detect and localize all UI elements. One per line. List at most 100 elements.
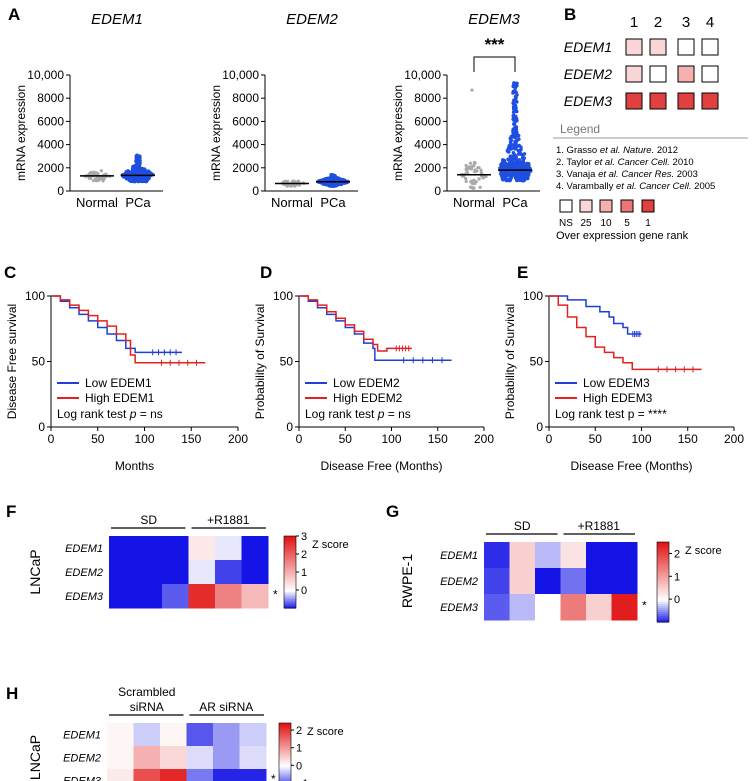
log-rank-test: Log rank test p = ns [305,407,411,421]
rank-cell [649,92,667,110]
group2-label: +R1881 [578,519,621,533]
colorbar-segment [657,570,669,573]
colorbar-segment [657,584,669,587]
colorbar-segment [279,771,291,774]
y-tick-label: 6000 [232,114,259,128]
x-tick-label: 0 [48,432,55,446]
heatmap-row-label: EDEM2 [63,753,101,765]
colorbar-segment [657,574,669,577]
ref-journal: et al. Nature. [600,145,654,156]
normal-point [103,172,108,176]
y-axis-label: Probability of Survival [253,304,267,419]
y-axis-label: mRNA expression [14,85,28,181]
heatmap-row-label: EDEM2 [440,576,478,588]
pca-point [136,176,141,180]
heatmap-cell [135,584,163,609]
legend-low-label: Low EDEM1 [85,376,152,390]
colorbar-segment [657,552,669,555]
colorbar-segment [284,593,296,596]
y-tick-label: 0 [57,184,64,198]
normal-point [473,170,477,174]
colorbar-segment [657,588,669,591]
y-axis-label: Disease Free survival [5,304,19,419]
log-rank-text: Log rank test [305,407,378,421]
y-tick-label: 4000 [414,138,441,152]
pca-point [331,173,335,177]
ref-authors: 2. Taylor [556,157,594,168]
pca-point [132,179,137,184]
normal-point [472,186,476,190]
pca-point [513,86,518,90]
normal-point [293,184,297,188]
heatmap-row-label: EDEM1 [63,730,101,742]
y-tick-label: 100 [273,289,293,303]
pca-point [502,158,507,163]
heatmap-cell [186,746,214,770]
heatmap-cell [133,769,161,781]
colorbar-title: Z score [312,539,349,551]
pca-point [137,161,142,165]
rank-column-header: 4 [706,14,714,31]
rank-key-swatch [620,199,634,213]
colorbar-segment [657,566,669,569]
colorbar-segment [657,560,669,563]
colorbar-segment [284,536,296,539]
ref-authors: 1. Grasso [556,145,600,156]
reference-item: 2. Taylor et al. Cancer Cell. 2010 [556,157,694,168]
colorbar-segment [279,739,291,743]
colorbar-segment [284,537,296,541]
pca-point [132,175,137,180]
colorbar-segment [657,572,669,575]
pca-point [501,177,505,182]
pca-point [521,165,526,170]
colorbar-segment [279,753,291,756]
legend-low-label: Low EDEM3 [583,376,650,390]
heatmap-cell [109,536,136,561]
pca-point [517,165,522,169]
log-rank-p: p [377,407,385,421]
colorbar-segment [279,778,291,781]
heatmap-cell [509,594,536,621]
pca-point [508,136,513,141]
heatmap-cell [162,560,189,585]
colorbar-segment [657,558,669,561]
pca-point [507,172,512,176]
colorbar-tick-label: 2 [301,549,307,561]
colorbar-segment [279,758,291,761]
heatmap-cell [560,568,587,595]
colorbar-segment [657,610,669,613]
rank-grid: EDEM1 EDEM2 EDEM3 [564,38,719,110]
pca-point [519,147,523,152]
rank-cell [701,65,719,83]
pca-point [501,172,505,177]
heatmap-cell [135,536,163,561]
log-rank-test: Log rank test p = ns [57,407,163,421]
rank-cell [649,65,667,83]
x-tick-label: Normal [453,195,495,210]
pca-point [506,157,510,162]
colorbar-segment [284,554,296,557]
pca-point [510,146,514,150]
heatmap-cell [535,568,561,595]
colorbar-segment [279,769,291,773]
colorbar-segment [657,592,669,595]
colorbar-segment [279,763,291,766]
pca-point [517,158,521,162]
colorbar-segment [657,590,669,593]
heatmap-cell [107,769,134,781]
colorbar-segment [657,604,669,607]
colorbar-frame [278,722,292,781]
normal-point [472,178,476,182]
log-rank-text: Log rank test [57,407,130,421]
heatmap-cell [213,723,240,747]
pca-point [516,133,521,138]
normal-point [289,184,293,188]
pca-point [514,155,518,159]
rank-key-label: 1 [645,218,651,229]
x-tick-label: 50 [91,432,105,446]
group1-label: Scrambled [118,685,175,699]
y-tick-label: 100 [25,289,45,303]
rank-gene-label: EDEM2 [564,66,612,82]
ref-journal: et al. Cancer Cell. [594,157,670,168]
colorbar-segment [279,728,291,731]
